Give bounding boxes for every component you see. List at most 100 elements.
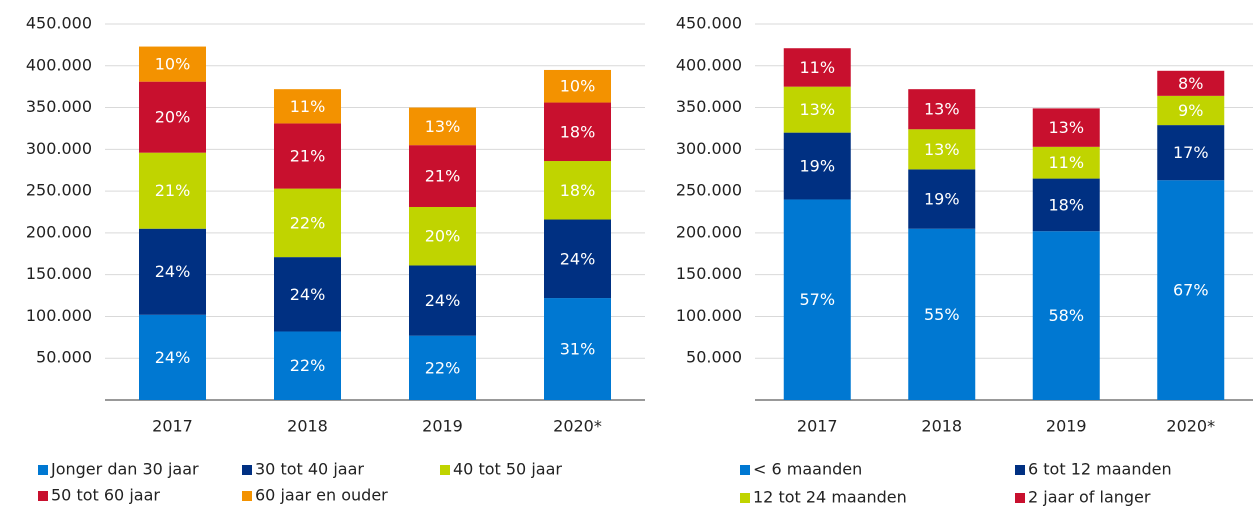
bar-segment	[1032, 108, 1100, 147]
value-label: 22%	[425, 358, 461, 377]
value-label: 13%	[799, 100, 835, 119]
value-label: 11%	[799, 58, 835, 77]
bar-segment	[783, 132, 851, 200]
value-label: 21%	[290, 147, 326, 166]
legend-label: 40 tot 50 jaar	[453, 460, 562, 479]
y-tick-label: 300.000	[676, 139, 742, 158]
y-tick-label: 450.000	[676, 14, 742, 33]
y-tick-label: 250.000	[676, 181, 742, 200]
bar-segment	[274, 89, 341, 124]
bar-segment	[139, 314, 206, 400]
bar-segment	[544, 219, 611, 299]
bar-segment	[544, 69, 611, 103]
bar-segment	[274, 331, 341, 400]
value-label: 10%	[560, 77, 596, 96]
y-tick-label: 400.000	[676, 55, 742, 74]
bar-segment	[1157, 95, 1225, 126]
value-label: 11%	[1048, 153, 1084, 172]
value-label: 13%	[924, 140, 960, 159]
bar-segment	[1157, 180, 1225, 400]
y-tick-label: 450.000	[26, 14, 92, 33]
value-label: 31%	[560, 340, 596, 359]
value-label: 17%	[1173, 143, 1209, 162]
bar-segment	[274, 123, 341, 189]
legend-label: 30 tot 40 jaar	[255, 460, 364, 479]
legend-swatch	[38, 465, 48, 475]
bar-segment	[409, 145, 476, 207]
bar-segment	[139, 81, 206, 153]
value-label: 55%	[924, 305, 960, 324]
value-label: 13%	[924, 100, 960, 119]
y-tick-label: 150.000	[26, 264, 92, 283]
y-tick-label: 150.000	[676, 264, 742, 283]
y-tick-label: 400.000	[26, 55, 92, 74]
bar-segment	[409, 265, 476, 336]
bar-segment	[139, 228, 206, 315]
legend-swatch	[242, 491, 252, 501]
legend-label: 60 jaar en ouder	[255, 486, 388, 505]
value-label: 13%	[1048, 118, 1084, 137]
bar-segment	[783, 199, 851, 400]
bar-segment	[1157, 70, 1225, 96]
y-tick-label: 50.000	[36, 348, 92, 367]
value-label: 18%	[560, 122, 596, 141]
value-label: 13%	[425, 117, 461, 136]
bar-segment	[783, 48, 851, 87]
value-label: 24%	[560, 249, 596, 268]
x-tick-label: 2019	[1046, 417, 1087, 436]
x-tick-label: 2017	[797, 417, 838, 436]
bar-segment	[544, 161, 611, 220]
x-tick-label: 2020*	[553, 417, 602, 436]
legend-label: Jonger dan 30 jaar	[50, 460, 199, 479]
bar-segment	[274, 257, 341, 332]
value-label: 22%	[290, 356, 326, 375]
legend-label: 12 tot 24 maanden	[753, 488, 907, 507]
bar-segment	[409, 107, 476, 146]
y-tick-label: 100.000	[676, 306, 742, 325]
value-label: 19%	[799, 157, 835, 176]
bar-segment	[409, 335, 476, 400]
value-label: 11%	[290, 97, 326, 116]
bar-segment	[908, 169, 976, 229]
value-label: 57%	[799, 290, 835, 309]
value-label: 10%	[155, 55, 191, 74]
legend-swatch	[740, 493, 750, 503]
legend-label: 50 tot 60 jaar	[51, 486, 160, 505]
bar-segment	[908, 89, 976, 130]
y-tick-label: 350.000	[676, 97, 742, 116]
value-label: 20%	[155, 108, 191, 127]
x-tick-label: 2020*	[1166, 417, 1215, 436]
value-label: 24%	[155, 262, 191, 281]
bar-segment	[783, 86, 851, 133]
bar-segment	[1032, 146, 1100, 179]
bar-segment	[1157, 125, 1225, 181]
y-tick-label: 300.000	[26, 139, 92, 158]
legend-label: < 6 maanden	[753, 460, 862, 479]
value-label: 18%	[560, 181, 596, 200]
bar-segment	[908, 129, 976, 170]
legend-label: 2 jaar of langer	[1028, 488, 1151, 507]
y-tick-label: 50.000	[686, 348, 742, 367]
value-label: 67%	[1173, 281, 1209, 300]
value-label: 24%	[155, 348, 191, 367]
y-tick-label: 200.000	[676, 222, 742, 241]
x-tick-label: 2019	[422, 417, 463, 436]
value-label: 19%	[924, 190, 960, 209]
bar-segment	[409, 206, 476, 266]
value-label: 8%	[1178, 74, 1203, 93]
legend-swatch	[1015, 465, 1025, 475]
bar-segment	[139, 46, 206, 82]
y-tick-label: 250.000	[26, 181, 92, 200]
value-label: 24%	[425, 291, 461, 310]
value-label: 24%	[290, 285, 326, 304]
value-label: 22%	[290, 213, 326, 232]
bar-segment	[139, 152, 206, 229]
bar-segment	[1032, 231, 1100, 400]
legend-swatch	[38, 491, 48, 501]
x-tick-label: 2018	[287, 417, 328, 436]
legend-swatch	[242, 465, 252, 475]
value-label: 21%	[155, 181, 191, 200]
legend-swatch	[1015, 493, 1025, 503]
legend-swatch	[740, 465, 750, 475]
